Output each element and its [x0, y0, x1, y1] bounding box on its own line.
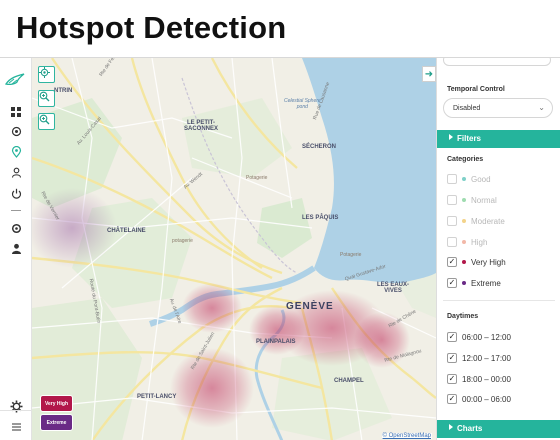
daytime-label: 12:00 – 17:00	[462, 353, 511, 363]
map-label-district: SÉCHERON	[302, 144, 337, 150]
arrow-right-icon: ➜	[424, 68, 434, 80]
category-item-normal[interactable]: Normal	[447, 194, 497, 206]
map-base-layer	[32, 58, 436, 440]
daytime-label: 06:00 – 12:00	[462, 332, 511, 342]
locate-icon[interactable]	[38, 66, 55, 83]
category-color-dot	[462, 281, 466, 285]
filters-label: Filters	[457, 134, 482, 143]
checkbox-checked[interactable]: ✓	[447, 374, 457, 384]
map-label-district: CHÂTELAINE	[107, 228, 146, 234]
osm-attribution-link[interactable]: © OpenStreetMap	[381, 433, 432, 439]
category-color-dot	[462, 177, 466, 181]
daytime-label: 18:00 – 00:00	[462, 374, 511, 384]
map-label-district: CHAMPEL	[334, 378, 364, 384]
legend-chip-extreme: Extreme	[40, 414, 73, 431]
daytime-item[interactable]: ✓ 12:00 – 17:00	[447, 352, 511, 364]
grid-icon[interactable]	[8, 104, 24, 120]
map-label-district: LE PETIT- SACONNEX	[184, 120, 219, 132]
temporal-control-select[interactable]: Disabled ⌄	[443, 98, 553, 118]
checkbox[interactable]	[447, 174, 457, 184]
legend-chip-very-high: Very High	[40, 395, 73, 412]
category-item-moderate[interactable]: Moderate	[447, 215, 505, 227]
category-color-dot	[462, 198, 466, 202]
side-panel: Temporal Control Disabled ⌄ Filters Cate…	[436, 58, 560, 440]
daytime-item[interactable]: ✓ 18:00 – 00:00	[447, 373, 511, 385]
chevron-down-icon: ⌄	[538, 103, 545, 112]
rail-divider	[11, 210, 21, 211]
charts-section-header[interactable]: Charts	[437, 420, 560, 438]
checkbox-checked[interactable]: ✓	[447, 278, 457, 288]
category-label: Normal	[471, 195, 497, 205]
checkbox-checked[interactable]: ✓	[447, 332, 457, 342]
daytime-label: 00:00 – 06:00	[462, 394, 511, 404]
page-title: Hotspot Detection	[16, 10, 287, 45]
checkbox[interactable]	[447, 195, 457, 205]
category-color-dot	[462, 260, 466, 264]
map-label-district: PETIT-LANCY	[137, 394, 177, 400]
temporal-control-label: Temporal Control	[447, 86, 505, 93]
app-window: Rte de Ferney NTRIN Av. Louis-Casaï Rue …	[0, 57, 560, 440]
category-item-very-high[interactable]: ✓ Very High	[447, 256, 506, 268]
hamburger-menu-icon[interactable]	[8, 419, 24, 435]
map-label-district: NTRIN	[54, 88, 73, 94]
category-item-high[interactable]: High	[447, 236, 487, 248]
caret-right-icon	[449, 424, 453, 430]
category-item-extreme[interactable]: ✓ Extreme	[447, 277, 501, 289]
person-icon[interactable]	[8, 240, 24, 256]
category-label: Good	[471, 174, 491, 184]
user-icon[interactable]	[8, 164, 24, 180]
power-icon[interactable]	[8, 185, 24, 201]
rail-footer-divider	[0, 410, 31, 411]
bird-logo-icon[interactable]	[4, 70, 28, 88]
checkbox[interactable]	[447, 216, 457, 226]
map-label-district: LES PÂQUIS	[302, 215, 339, 221]
map-label-district: PLAINPALAIS	[256, 339, 296, 345]
hotspot-map[interactable]: Rte de Ferney NTRIN Av. Louis-Casaï Rue …	[32, 58, 436, 440]
category-label: High	[471, 237, 488, 247]
zoom-in-icon[interactable]	[38, 113, 55, 130]
category-label: Moderate	[471, 216, 505, 226]
category-item-good[interactable]: Good	[447, 173, 491, 185]
map-label-city: GENÈVE	[286, 301, 334, 312]
gear-icon[interactable]	[8, 398, 24, 414]
charts-label: Charts	[457, 424, 483, 433]
map-label-poi: Potagerie	[246, 175, 268, 181]
daytime-item[interactable]: ✓ 00:00 – 06:00	[447, 393, 511, 405]
panel-toggle-button[interactable]: ➜	[422, 66, 436, 82]
category-label: Extreme	[471, 278, 501, 288]
settings-icon[interactable]	[8, 220, 24, 236]
caret-right-icon	[449, 134, 453, 140]
checkbox-checked[interactable]: ✓	[447, 353, 457, 363]
filters-section-header[interactable]: Filters	[437, 130, 560, 148]
checkbox-checked[interactable]: ✓	[447, 394, 457, 404]
left-rail	[0, 58, 32, 440]
map-label-district: LES EAUX- VIVES	[377, 282, 410, 294]
checkbox-checked[interactable]: ✓	[447, 257, 457, 267]
target-icon[interactable]	[8, 123, 24, 139]
zoom-in-icon[interactable]	[38, 90, 55, 107]
location-pin-icon[interactable]	[8, 144, 24, 160]
map-label-poi: Potagerie	[340, 252, 362, 258]
category-color-dot	[462, 240, 466, 244]
daytimes-label: Daytimes	[447, 313, 479, 320]
map-label-poi: potagerie	[172, 238, 193, 244]
temporal-control-value: Disabled	[453, 105, 481, 112]
category-color-dot	[462, 219, 466, 223]
panel-divider	[443, 300, 555, 301]
map-label-water: Celestial Sphere pond	[284, 98, 321, 110]
checkbox[interactable]	[447, 237, 457, 247]
panel-top-control[interactable]	[443, 58, 551, 66]
daytime-item[interactable]: ✓ 06:00 – 12:00	[447, 331, 511, 343]
category-label: Very High	[471, 257, 506, 267]
categories-label: Categories	[447, 156, 484, 163]
